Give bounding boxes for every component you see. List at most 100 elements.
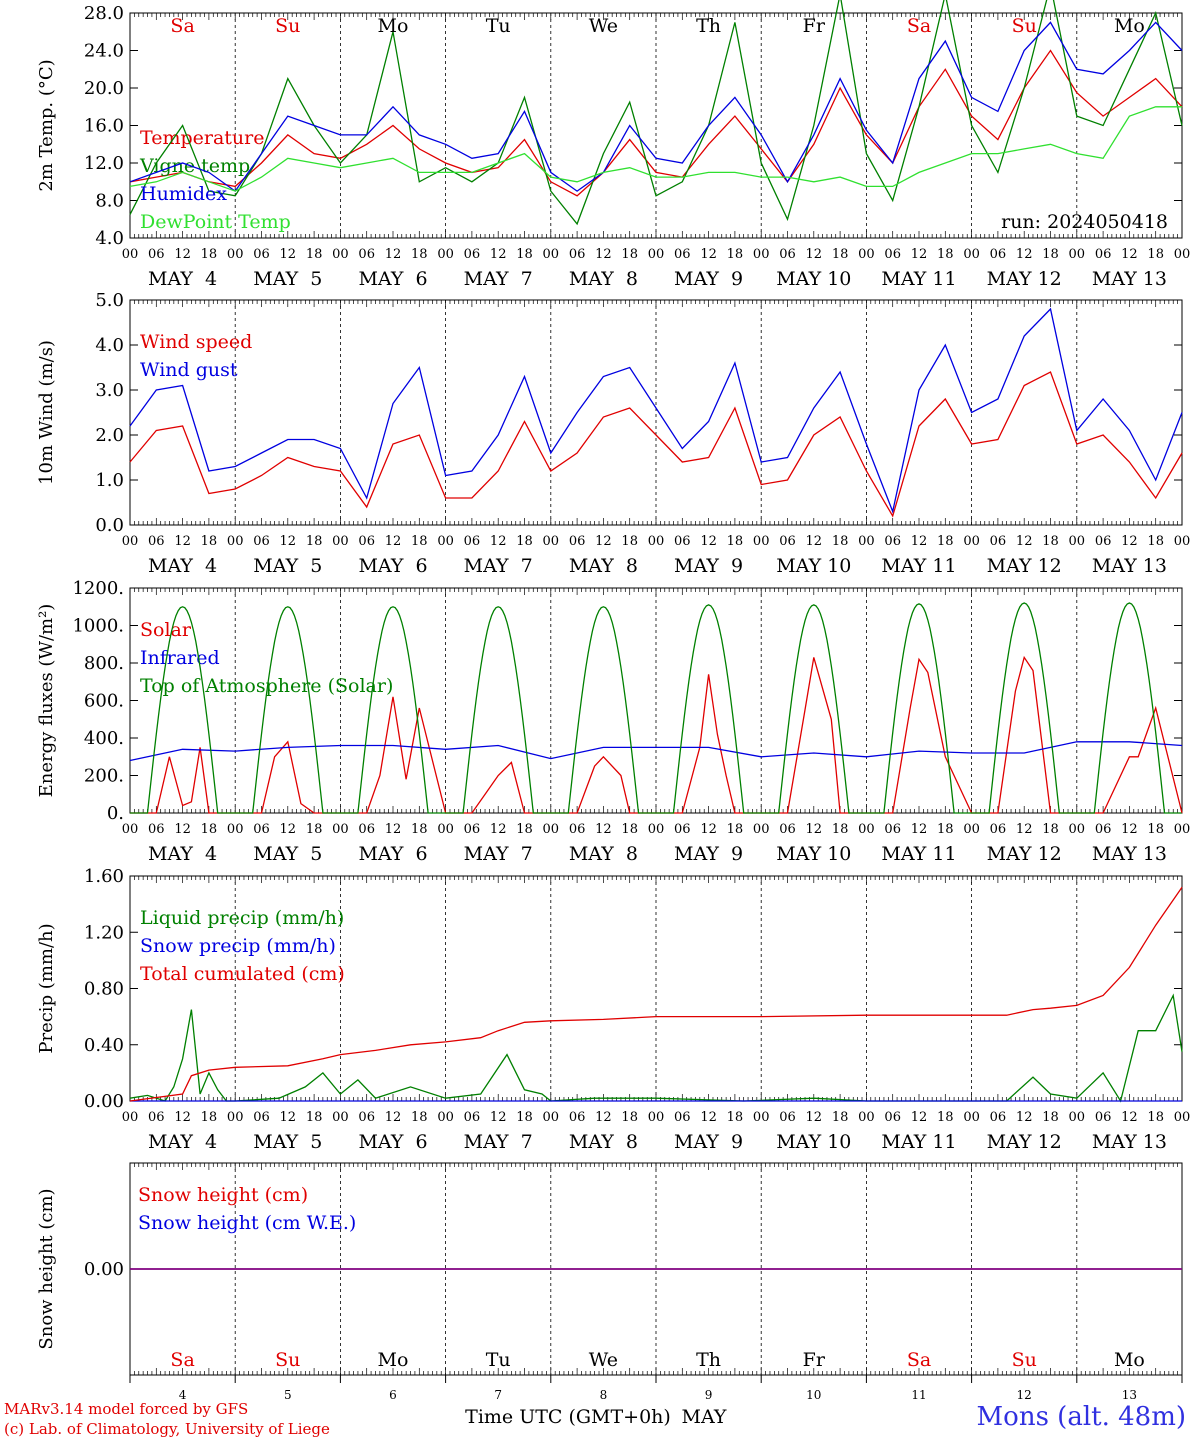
hour-tick-label: 06	[569, 247, 586, 262]
date-label: MAY 4	[148, 555, 217, 577]
hour-tick-label: 06	[569, 822, 586, 837]
day-number-label: 10	[806, 1388, 821, 1402]
date-label: MAY 13	[1092, 555, 1167, 577]
hour-tick-label: 06	[884, 247, 901, 262]
hour-tick-label: 18	[516, 247, 533, 262]
hour-tick-label: 12	[490, 534, 507, 549]
series-total-cumulated-cm	[129, 886, 1183, 1102]
y-tick-label: 800.	[84, 653, 124, 674]
y-axis-title: Precip (mm/h)	[36, 923, 57, 1053]
day-abbr-bottom: Fr	[803, 1349, 826, 1371]
panel-2: 0.0 1.0 2.0 3.0 4.0 5.0 10m Wind (m/s) Wind spe…	[36, 290, 1190, 577]
day-abbr-bottom: Mo	[1114, 1349, 1145, 1371]
hour-tick-label: 06	[674, 1110, 691, 1125]
day-number-label: 13	[1122, 1388, 1137, 1402]
legend-vigne-temp: Vigne temp	[139, 155, 250, 177]
hour-tick-label: 00	[1069, 247, 1086, 262]
hour-tick-label: 00	[963, 822, 980, 837]
date-label: MAY 13	[1092, 268, 1167, 290]
date-label: MAY 10	[776, 555, 851, 577]
hour-tick-label: 18	[306, 822, 323, 837]
date-label: MAY 5	[253, 843, 322, 865]
date-label: MAY 12	[987, 843, 1062, 865]
date-label: MAY 8	[569, 1131, 638, 1153]
series-vigne-temp	[129, 0, 1183, 226]
day-abbr-top: Sa	[170, 15, 194, 37]
y-tick-label: 4.0	[95, 228, 124, 249]
hour-tick-label: 18	[411, 1110, 428, 1125]
day-abbr-top: Mo	[378, 15, 409, 37]
legend-humidex: Humidex	[140, 183, 227, 205]
station-name: Mons (alt. 48m)	[976, 1402, 1186, 1432]
hour-tick-label: 00	[963, 1110, 980, 1125]
day-number-label: 9	[705, 1388, 713, 1402]
hour-tick-label: 12	[911, 247, 928, 262]
hour-tick-label: 12	[595, 1110, 612, 1125]
y-tick-label: 4.0	[95, 335, 124, 356]
day-abbr-top: Fr	[803, 15, 826, 37]
hour-tick-label: 00	[648, 822, 665, 837]
series-temperature	[129, 49, 1183, 197]
hour-tick-label: 06	[884, 822, 901, 837]
hour-tick-label: 12	[174, 247, 191, 262]
series-wind-gust	[129, 307, 1183, 514]
date-label: MAY 7	[464, 1131, 533, 1153]
date-label: MAY 6	[358, 1131, 427, 1153]
date-label: MAY 9	[674, 268, 743, 290]
y-tick-label: 1.60	[84, 866, 124, 887]
hour-tick-label: 00	[648, 247, 665, 262]
hour-tick-label: 06	[779, 534, 796, 549]
hour-tick-label: 12	[1121, 247, 1138, 262]
plot-frame	[129, 587, 1183, 814]
hour-tick-label: 06	[990, 1110, 1007, 1125]
hour-tick-label: 06	[464, 822, 481, 837]
series-top-of-atmosphere-solar	[130, 602, 1182, 814]
hour-tick-label: 12	[911, 534, 928, 549]
day-number-label: 4	[179, 1388, 187, 1402]
y-tick-label: 1200.	[72, 578, 124, 599]
y-tick-label: 20.0	[84, 78, 124, 99]
hour-tick-label: 06	[990, 534, 1007, 549]
date-label: MAY 12	[987, 1131, 1062, 1153]
date-label: MAY 13	[1092, 843, 1167, 865]
hour-tick-label: 00	[858, 534, 875, 549]
panel-1: 4.0 8.0 12.0 16.0 20.0 24.0 28.0 2m Temp. (°C) T…	[36, 0, 1190, 290]
hour-tick-label: 12	[700, 534, 717, 549]
hour-tick-label: 18	[516, 1110, 533, 1125]
hour-tick-label: 06	[148, 534, 165, 549]
hour-tick-label: 06	[1095, 1110, 1112, 1125]
day-number-label: 6	[389, 1388, 397, 1402]
hour-tick-label: 18	[621, 1110, 638, 1125]
y-tick-label: 0.40	[84, 1035, 124, 1056]
hour-tick-label: 12	[806, 1110, 823, 1125]
hour-tick-label: 12	[385, 822, 402, 837]
hour-tick-label: 12	[1016, 1110, 1033, 1125]
hour-tick-label: 00	[437, 247, 454, 262]
legend-total-cumulated-cm: Total cumulated (cm)	[140, 963, 345, 985]
hour-tick-label: 06	[990, 822, 1007, 837]
hour-tick-label: 00	[1174, 247, 1191, 262]
hour-tick-label: 12	[385, 247, 402, 262]
legend-snow-height-cm-w-e: Snow height (cm W.E.)	[138, 1212, 356, 1234]
y-axis-title: Energy fluxes (W/m²)	[36, 604, 57, 798]
hour-tick-label: 12	[174, 1110, 191, 1125]
hour-tick-label: 12	[1121, 822, 1138, 837]
hour-tick-label: 18	[201, 1110, 218, 1125]
day-number-label: 8	[600, 1388, 608, 1402]
hour-tick-label: 06	[884, 1110, 901, 1125]
series-dewpoint-temp	[129, 106, 1182, 192]
day-abbr-bottom: Su	[275, 1349, 300, 1371]
hour-tick-label: 00	[332, 1110, 349, 1125]
date-label: MAY 6	[358, 843, 427, 865]
hour-tick-label: 00	[858, 247, 875, 262]
hour-tick-label: 12	[280, 247, 297, 262]
y-tick-label: 0.	[107, 803, 124, 824]
y-tick-label: 16.0	[84, 116, 124, 137]
day-abbr-bottom: Su	[1012, 1349, 1037, 1371]
hour-tick-label: 06	[1095, 822, 1112, 837]
hour-tick-label: 06	[779, 1110, 796, 1125]
date-label: MAY 4	[148, 843, 217, 865]
hour-tick-label: 00	[543, 1110, 560, 1125]
date-label: MAY 9	[674, 555, 743, 577]
series-infrared	[129, 741, 1183, 762]
